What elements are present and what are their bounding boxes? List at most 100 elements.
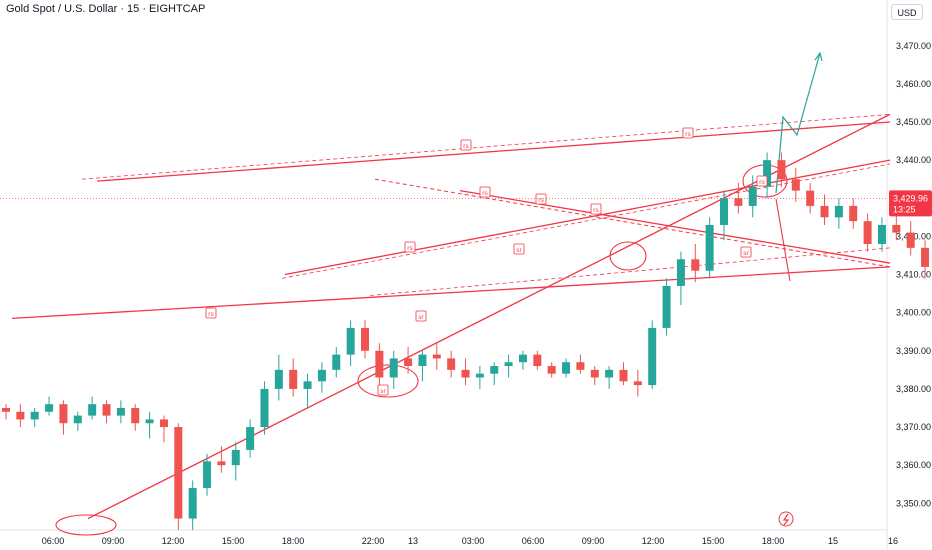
candle-body [159, 419, 168, 428]
x-tick-label: 09:00 [102, 536, 125, 546]
candle-body [447, 358, 456, 370]
x-tick-label: 09:00 [582, 536, 605, 546]
y-tick-label: 3,390.00 [896, 346, 931, 356]
candle-body [188, 488, 197, 519]
level-badge-label: sr [418, 314, 424, 321]
mid-channel-dashed [281, 163, 891, 279]
y-tick-label: 3,440.00 [896, 155, 931, 165]
falling-dashed-line [374, 178, 891, 268]
countdown-timer: 13:25 [893, 204, 916, 214]
y-tick-label: 3,380.00 [896, 384, 931, 394]
candle-body [461, 369, 470, 378]
y-tick-label: 3,400.00 [896, 308, 931, 318]
y-tick-label: 3,360.00 [896, 460, 931, 470]
x-tick-label: 13 [408, 536, 418, 546]
currency-button[interactable]: USD [891, 4, 923, 20]
level-badge [535, 193, 547, 205]
candle-body [418, 354, 427, 367]
candle-body [30, 411, 39, 420]
x-tick-label: 15 [828, 536, 838, 546]
lower-channel-dashed [369, 247, 891, 296]
highlight-ellipse [55, 514, 117, 536]
candle-body [662, 285, 671, 328]
highlight-ellipse [609, 241, 647, 271]
candle-body [533, 354, 542, 367]
candle-body [274, 369, 283, 389]
candle-body [346, 327, 355, 355]
candle-body [174, 427, 183, 519]
candle-body [763, 160, 772, 187]
x-tick-label: 06:00 [42, 536, 65, 546]
lightning-alert-glyph [782, 513, 790, 526]
y-tick-label: 3,410.00 [896, 270, 931, 280]
level-badge-label: rs [759, 179, 765, 186]
candle-body [777, 160, 786, 180]
candle-body [231, 449, 240, 466]
x-tick-label: 18:00 [762, 536, 785, 546]
candle-body [834, 205, 843, 218]
level-badge-label: rs [482, 190, 488, 197]
x-tick-label: 06:00 [522, 536, 545, 546]
lower-channel-line [11, 266, 891, 320]
candle-body [317, 369, 326, 382]
level-badge-label: sr [743, 250, 749, 257]
candle-body [504, 362, 513, 367]
candle-body [791, 179, 800, 191]
candle-body [303, 381, 312, 389]
candle-body [720, 198, 728, 225]
symbol-title[interactable]: Gold Spot / U.S. Dollar · 15 · EIGHTCAP [6, 3, 206, 15]
candle-body [748, 186, 757, 206]
bullish-arrowhead [814, 51, 823, 62]
level-badge [479, 186, 491, 198]
candle-body [88, 404, 97, 416]
candle-body [921, 247, 930, 267]
candle-body [375, 350, 384, 378]
level-badge [740, 246, 752, 258]
last-price-tag [889, 190, 932, 217]
candle-body [490, 366, 499, 374]
x-tick-label: 16 [888, 536, 898, 546]
level-badge [377, 384, 389, 396]
x-tick-label: 12:00 [162, 536, 185, 546]
level-badge [682, 127, 694, 139]
y-tick-label: 3,470.00 [896, 41, 931, 51]
candle-body [562, 362, 571, 374]
x-tick-label: 18:00 [282, 536, 305, 546]
candle-body [547, 366, 556, 374]
candle-body [633, 381, 642, 386]
bearish-projection [775, 198, 791, 282]
y-tick-label: 3,450.00 [896, 117, 931, 127]
candle-body [2, 407, 10, 412]
level-badge-label: sr [516, 247, 522, 254]
candle-body [332, 354, 341, 370]
level-badge [590, 203, 602, 215]
candle-body [16, 411, 25, 420]
x-tick-label: 22:00 [362, 536, 385, 546]
candle-body [203, 461, 212, 489]
y-tick-label: 3,350.00 [896, 498, 931, 508]
level-badge-label: rs [407, 245, 413, 252]
mid-channel-line [284, 159, 891, 276]
candle-body [246, 427, 255, 450]
candle-body [432, 354, 441, 359]
candle-body [820, 205, 829, 218]
candle-body [131, 407, 140, 424]
level-badge-label: rs [685, 131, 691, 138]
candle-body [102, 404, 111, 416]
candle-body [518, 354, 527, 363]
x-tick-label: 03:00 [462, 536, 485, 546]
last-price-value: 3,429.96 [893, 193, 928, 203]
x-tick-label: 12:00 [642, 536, 665, 546]
y-tick-label: 3,370.00 [896, 422, 931, 432]
level-badge-label: rs [463, 143, 469, 150]
candle-body [59, 404, 68, 424]
y-tick-label: 3,460.00 [896, 79, 931, 89]
candle-body [73, 415, 82, 424]
x-tick-label: 15:00 [702, 536, 725, 546]
candle-body [45, 404, 54, 412]
x-tick-label: 15:00 [222, 536, 245, 546]
lightning-alert-icon[interactable] [778, 511, 794, 527]
candle-body [475, 373, 484, 378]
falling-trendline [459, 190, 891, 264]
